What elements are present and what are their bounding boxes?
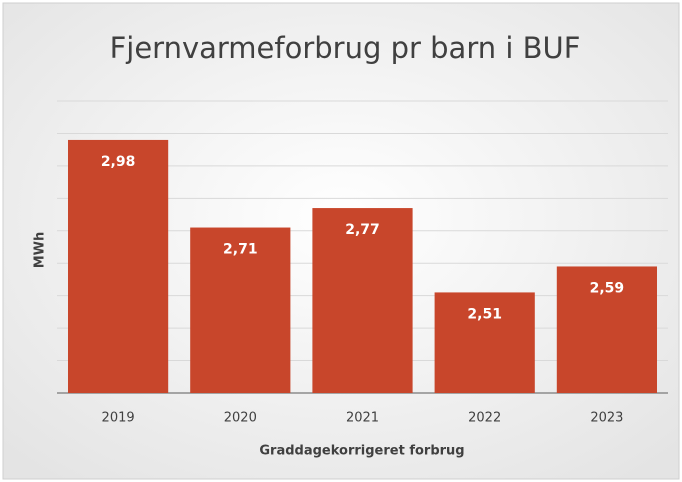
chart-title: Fjernvarmeforbrug pr barn i BUF bbox=[110, 31, 581, 65]
value-label: 2,77 bbox=[345, 222, 380, 238]
x-tick-label: 2020 bbox=[224, 411, 257, 426]
bar bbox=[556, 266, 658, 393]
x-tick-label: 2023 bbox=[590, 411, 623, 426]
value-label: 2,51 bbox=[467, 306, 502, 322]
value-label: 2,98 bbox=[101, 154, 136, 170]
value-label: 2,71 bbox=[223, 242, 258, 258]
bar bbox=[67, 139, 169, 393]
x-tick-label: 2021 bbox=[346, 411, 379, 426]
bar bbox=[434, 292, 535, 393]
x-tick-label: 2022 bbox=[468, 411, 501, 426]
y-axis-label: MWh bbox=[33, 232, 48, 269]
x-axis-label: Graddagekorrigeret forbrug bbox=[259, 444, 464, 459]
bar bbox=[312, 208, 413, 393]
bar bbox=[190, 227, 291, 393]
x-tick-label: 2019 bbox=[102, 411, 135, 426]
value-label: 2,59 bbox=[590, 280, 625, 296]
